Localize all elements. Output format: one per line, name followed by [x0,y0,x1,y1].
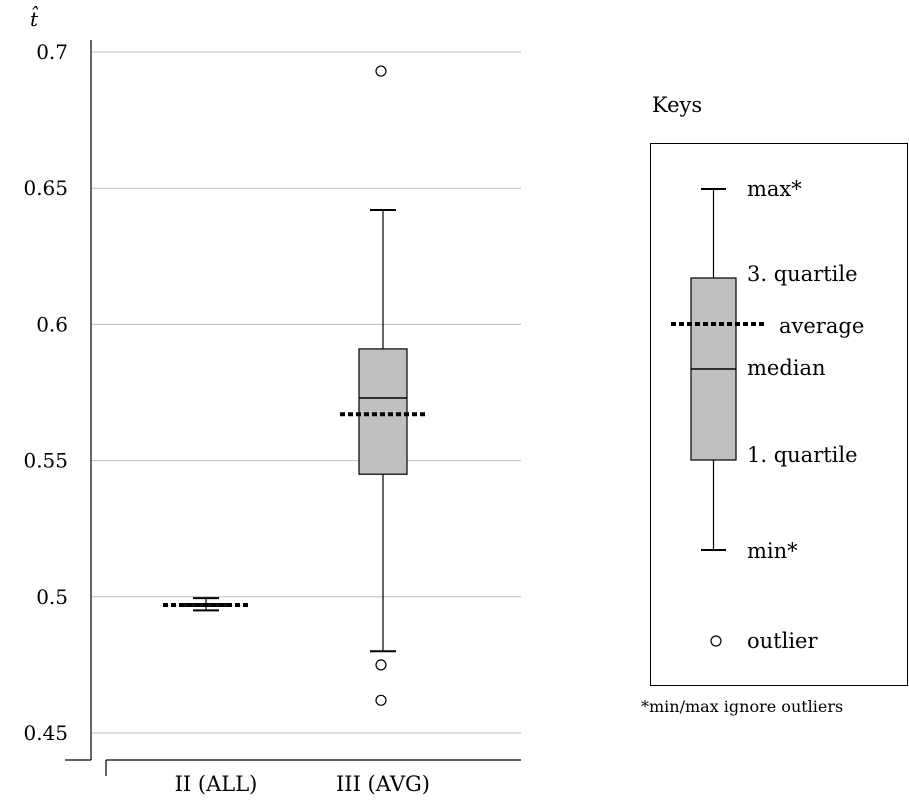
legend-footnote: *min/max ignore outliers [641,697,844,716]
box-series [163,597,249,612]
legend-label-outlier: outlier [747,629,818,653]
legend-outlier-marker [710,635,722,647]
legend-box: max* 3. quartile average median 1. quart… [650,143,908,686]
legend-label-q3: 3. quartile [747,262,858,286]
y-tick-label: 0.55 [23,449,68,473]
box-body [358,348,408,475]
y-tick-label: 0.5 [36,585,68,609]
legend-label-min: min* [747,539,798,563]
legend-label-max: max* [747,177,802,201]
gridlines [91,51,521,734]
outlier-point [375,659,387,671]
box-plot-chart: t̂ 0.45 0.5 0.55 0.6 0.65 0.7 II (ALL) III (AV… [23,5,521,796]
y-tick-labels: 0.45 0.5 0.55 0.6 0.65 0.7 [23,40,68,745]
boxes [163,65,426,706]
box-series [340,65,426,706]
legend-label-q1: 1. quartile [747,443,858,467]
x-tick-label: III (AVG) [336,772,430,796]
legend-label-average: average [779,314,865,338]
legend-diagram [671,188,765,647]
y-tick-label: 0.7 [36,40,68,64]
y-axis-label: t̂ [30,5,39,31]
y-tick-label: 0.6 [36,312,68,336]
legend-label-median: median [747,356,826,380]
outlier-point [375,694,387,706]
y-tick-label: 0.65 [23,176,68,200]
x-tick-labels: II (ALL) III (AVG) [175,772,430,796]
x-tick-label: II (ALL) [175,772,258,796]
legend-title: Keys [652,93,703,117]
outlier-point [375,65,387,77]
y-tick-label: 0.45 [23,721,68,745]
